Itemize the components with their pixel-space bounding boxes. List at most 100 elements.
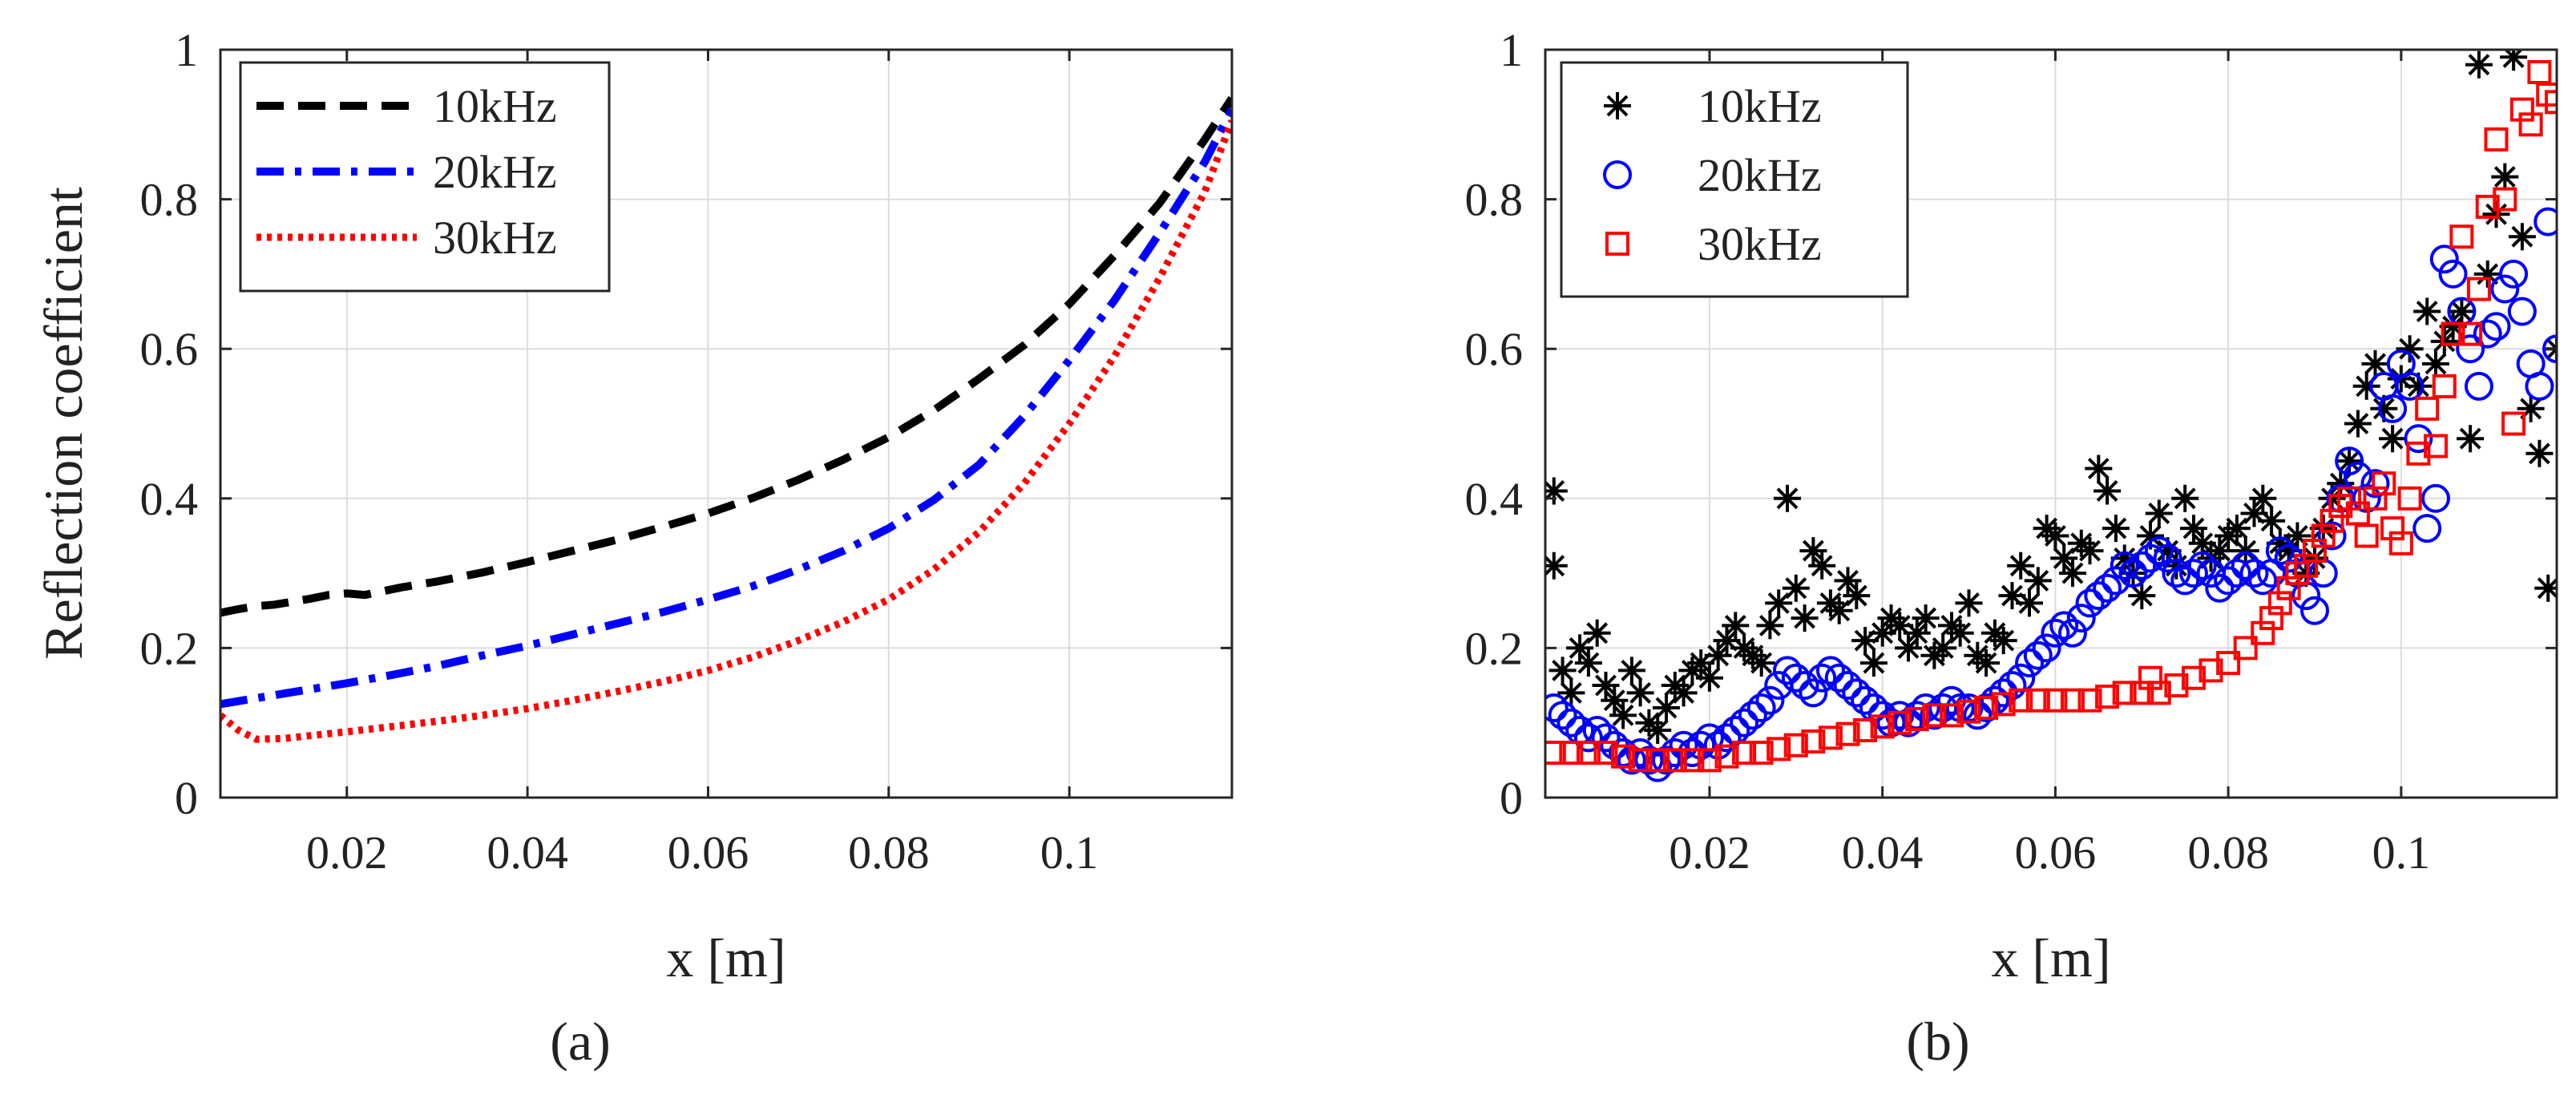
data-point-30kHz (2458, 321, 2483, 346)
data-point-30kHz (1818, 725, 1843, 750)
data-point-20kHz (2542, 334, 2557, 364)
data-point-30kHz (2388, 531, 2413, 556)
data-point-10kHz (1989, 627, 2017, 655)
data-point-30kHz (2501, 411, 2526, 436)
series-markers-10kHz (1545, 50, 2557, 744)
data-point-30kHz (1662, 748, 1687, 773)
data-point-30kHz (2466, 277, 2491, 301)
data-point-20kHz (2093, 573, 2122, 603)
data-point-10kHz (1545, 477, 1568, 505)
data-point-10kHz (1868, 619, 1896, 647)
data-point-30kHz (1593, 741, 1618, 766)
data-point-10kHz (1912, 604, 1940, 632)
data-point-20kHz (2170, 566, 2200, 596)
data-point-20kHz (2473, 319, 2502, 349)
data-point-10kHz (2370, 394, 2398, 422)
data-point-20kHz (2429, 244, 2459, 274)
data-point-20kHz (1573, 723, 1603, 753)
data-point-20kHz (1824, 663, 1854, 693)
data-point-30kHz (1853, 718, 1878, 743)
data-point-30kHz (2112, 681, 2137, 705)
series-line-10kHz (220, 95, 1232, 617)
x-axis-label-a: x [m] (666, 927, 785, 988)
legend-label: 30kHz (433, 212, 557, 264)
chart-panel-a: 0.02 0.04 0.06 0.08 0.1 0 0.2 0.4 0.6 0.8 1 x [m]… (33, 24, 1233, 1072)
data-point-20kHz (1634, 745, 1664, 775)
data-point-20kHz (1815, 656, 1845, 685)
data-point-20kHz (2404, 424, 2433, 454)
data-point-20kHz (2222, 559, 2251, 588)
data-point-10kHz (2180, 515, 2207, 543)
x-tick-label: 0.06 (668, 826, 749, 879)
data-point-20kHz (2205, 573, 2235, 603)
data-point-20kHz (2378, 394, 2408, 423)
data-point-30kHz (2251, 620, 2275, 645)
data-point-20kHz (1867, 701, 1897, 730)
legend-marker-30kHz (1605, 232, 1629, 256)
data-point-30kHz (1956, 699, 1981, 724)
data-point-30kHz (2311, 523, 2336, 548)
data-point-20kHz (2248, 566, 2278, 596)
data-point-20kHz (1790, 671, 1819, 701)
data-point-10kHz (2128, 582, 2156, 610)
data-point-20kHz (2127, 551, 2157, 580)
legend-marker-10kHz (1604, 92, 1631, 119)
data-point-10kHz (1617, 657, 1645, 685)
data-point-30kHz (1974, 696, 1999, 721)
data-point-20kHz (2239, 559, 2269, 588)
data-point-10kHz (2396, 335, 2424, 363)
data-point-30kHz (2043, 688, 2068, 713)
axes-frame-a (219, 48, 1233, 799)
data-point-10kHz (2292, 560, 2320, 588)
data-point-20kHz (1920, 701, 1949, 730)
data-point-30kHz (2545, 90, 2557, 115)
series-markers-20kHz (1545, 207, 2557, 782)
data-point-10kHz (1592, 672, 1620, 699)
series-markers-30kHz (1545, 59, 2557, 773)
data-point-30kHz (2095, 685, 2120, 709)
data-point-30kHz (1904, 707, 1929, 732)
data-point-10kHz (2301, 544, 2328, 572)
data-point-10kHz (2206, 537, 2234, 565)
data-point-20kHz (1591, 723, 1621, 753)
x-tick-label: 0.02 (1669, 826, 1750, 879)
data-point-20kHz (2214, 566, 2243, 596)
data-point-10kHz (2171, 484, 2199, 512)
data-point-10kHz (2422, 349, 2449, 378)
data-point-20kHz (2118, 559, 2148, 588)
data-point-20kHz (1738, 701, 1767, 730)
series-layer-a (220, 95, 1232, 743)
data-point-20kHz (1989, 678, 2018, 708)
data-point-10kHz (2085, 455, 2113, 483)
x-tick-label: 0.06 (2015, 826, 2097, 879)
data-point-30kHz (2536, 82, 2557, 107)
data-point-30kHz (2337, 486, 2362, 511)
data-point-20kHz (1799, 678, 1828, 708)
legend-label: 20kHz (1698, 149, 1822, 201)
data-point-10kHz (1557, 679, 1585, 707)
data-point-10kHz (1808, 551, 1836, 580)
data-point-10kHz (2318, 484, 2346, 512)
data-point-30kHz (2198, 658, 2223, 683)
data-point-10kHz (2448, 297, 2476, 325)
data-point-10kHz (2275, 537, 2303, 565)
legend-label: 10kHz (433, 80, 557, 132)
y-tick-label: 0.4 (1465, 473, 1524, 525)
data-point-20kHz (1851, 685, 1880, 715)
data-point-30kHz (1870, 714, 1895, 739)
data-point-10kHz (1609, 701, 1637, 729)
legend-a: 10kHz 20kHz 30kHz (239, 61, 611, 293)
series-clip-group (220, 95, 1232, 743)
data-point-20kHz (2162, 559, 2191, 588)
data-point-10kHz (1955, 589, 1983, 617)
data-point-30kHz (2130, 681, 2154, 705)
data-point-30kHz (2449, 224, 2474, 249)
data-point-10kHz (1574, 649, 1602, 677)
series-line-20kHz (220, 107, 1232, 709)
data-point-10kHz (2336, 447, 2364, 475)
data-point-10kHz (2240, 499, 2268, 527)
data-point-30kHz (1922, 703, 1947, 728)
data-point-10kHz (2344, 410, 2372, 438)
data-point-10kHz (1713, 627, 1741, 655)
data-point-10kHz (1886, 612, 1914, 640)
